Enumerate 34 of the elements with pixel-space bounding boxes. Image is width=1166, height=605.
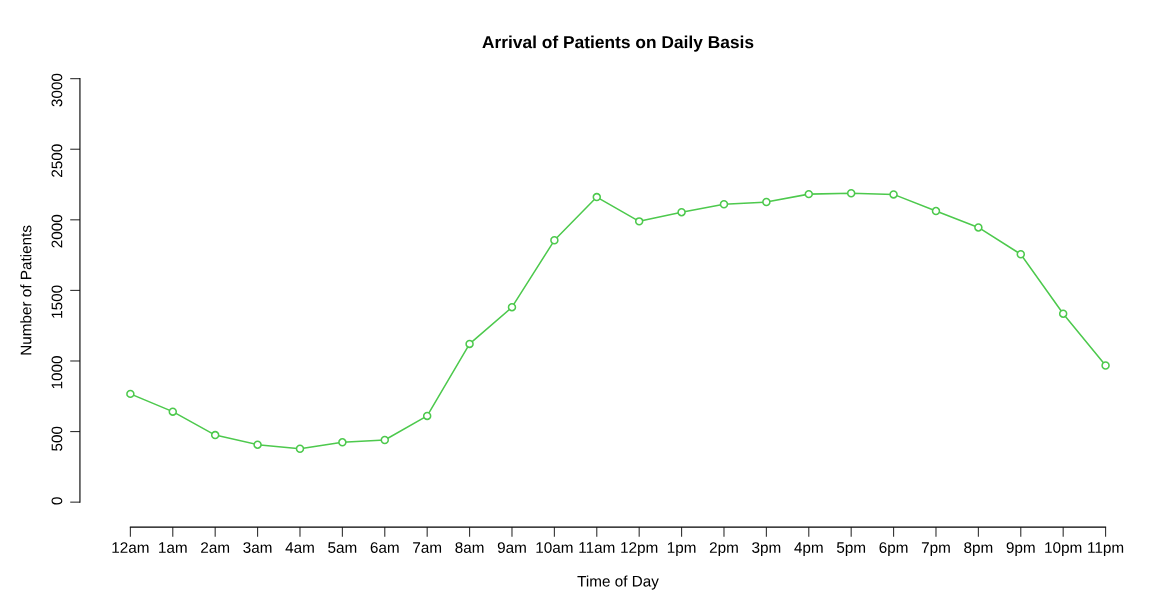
x-tick-label: 6am — [370, 542, 399, 553]
x-tick-label: 10pm — [1045, 542, 1082, 556]
y-tick-label: 2000 — [51, 214, 63, 248]
x-tick-label: 7pm — [921, 542, 950, 556]
x-tick-label: 2pm — [709, 542, 738, 556]
x-tick-label: 3am — [243, 542, 272, 553]
x-tick-label: 9pm — [1006, 542, 1035, 556]
x-tick-label: 4pm — [794, 542, 823, 556]
x-tick-label: 3pm — [752, 542, 781, 556]
chart-title: Arrival of Patients on Daily Basis — [482, 35, 754, 52]
x-tick-label: 2am — [201, 542, 230, 553]
x-tick-label: 5am — [328, 542, 357, 553]
y-tick-label: 2500 — [51, 144, 63, 177]
x-tick-label: 5pm — [836, 542, 866, 556]
y-tick-label: 1500 — [51, 285, 63, 318]
x-tick-label: 6pm — [879, 542, 908, 556]
x-tick-label: 8pm — [964, 542, 993, 556]
y-tick-label: 3000 — [51, 73, 63, 107]
y-axis-title: Number of Patients — [20, 225, 32, 355]
x-tick-label: 11am — [579, 542, 615, 553]
y-tick-label: 1000 — [51, 356, 63, 389]
x-tick-label: 1pm — [667, 542, 696, 556]
x-tick-label: 11pm — [1088, 542, 1124, 556]
x-tick-label: 9am — [497, 542, 526, 553]
x-tick-label: 10am — [536, 542, 573, 553]
x-tick-label: 7am — [413, 542, 442, 553]
x-axis-title: Time of Day — [577, 575, 659, 590]
y-tick-label: 0 — [51, 497, 63, 505]
x-tick-label: 12pm — [621, 542, 658, 556]
x-tick-label: 12am — [112, 542, 149, 553]
x-tick-label: 8am — [455, 542, 484, 553]
x-tick-label: 1am — [159, 542, 187, 553]
y-tick-label: 500 — [51, 426, 63, 451]
x-tick-label: 4am — [285, 542, 314, 553]
